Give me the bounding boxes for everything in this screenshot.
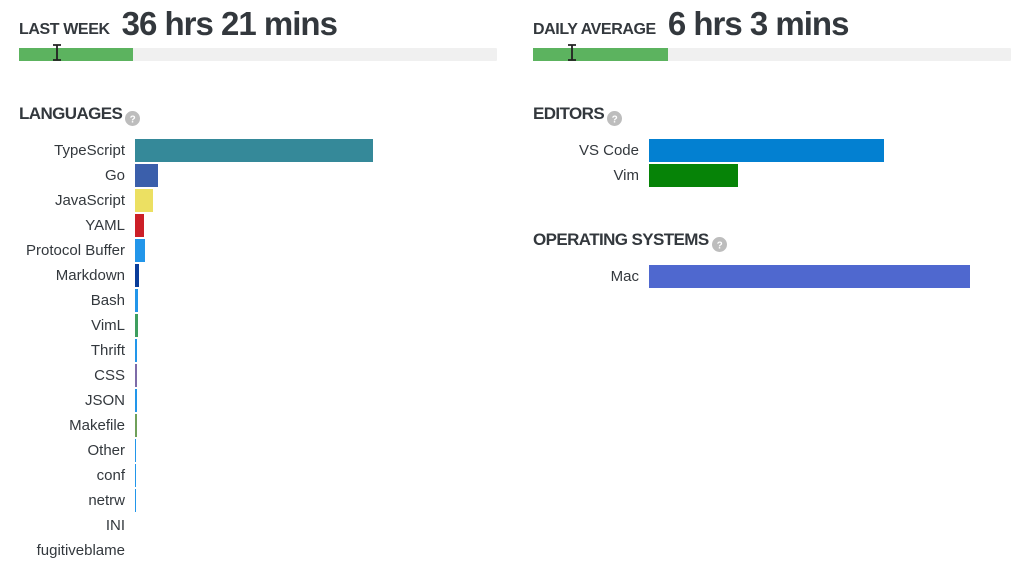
svg-text:?: ? (716, 240, 722, 251)
svg-text:?: ? (612, 114, 618, 125)
svg-text:?: ? (130, 114, 136, 125)
